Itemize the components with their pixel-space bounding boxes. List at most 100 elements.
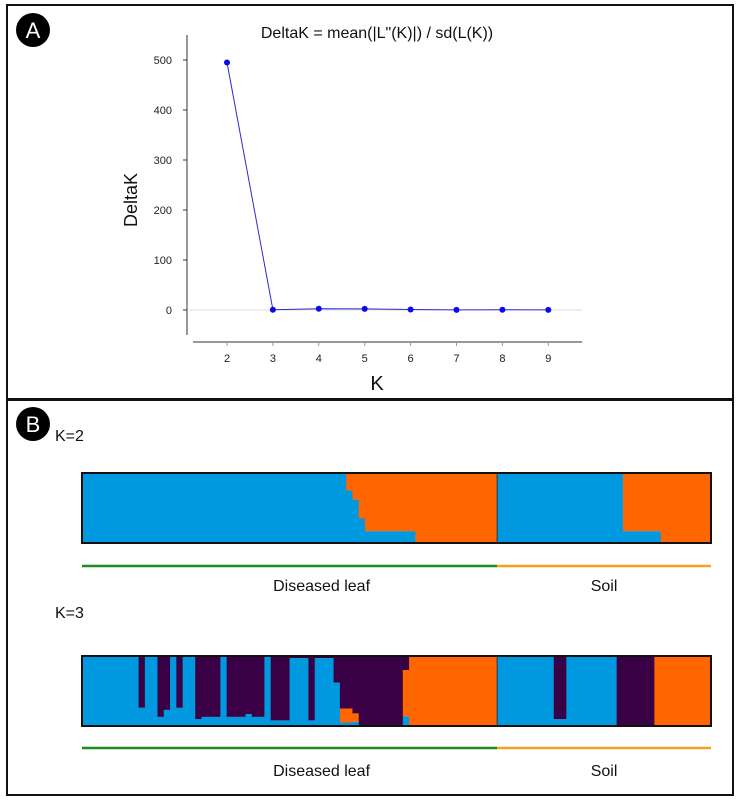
membership-bar-purple — [358, 656, 404, 726]
group-label: Diseased leaf — [273, 578, 371, 595]
group-label: Diseased leaf — [273, 763, 371, 780]
membership-bar-purple — [270, 656, 290, 721]
panel-a-badge — [16, 13, 50, 47]
panel-b-badge — [16, 407, 50, 441]
x-tick-label: 8 — [499, 353, 505, 365]
x-tick-label: 4 — [316, 353, 322, 365]
membership-bar-blue — [566, 656, 618, 726]
membership-bar-blue — [226, 716, 246, 726]
membership-bar-blue — [270, 720, 290, 726]
membership-bar-blue — [339, 722, 353, 726]
membership-bar-blue — [497, 473, 624, 543]
membership-bar-purple — [201, 656, 221, 717]
membership-bar-purple — [157, 656, 165, 717]
x-tick-label: 5 — [362, 353, 368, 365]
x-axis-label: K — [370, 373, 384, 395]
y-tick-label: 400 — [154, 105, 172, 117]
membership-bar-orange — [339, 708, 353, 723]
deltak-point — [545, 306, 552, 313]
membership-bar-blue — [201, 716, 221, 726]
y-tick-label: 500 — [154, 55, 172, 67]
membership-bar-orange — [660, 473, 712, 543]
membership-bar-blue — [82, 656, 140, 726]
x-tick-label: 2 — [224, 353, 230, 365]
membership-bar-purple — [333, 656, 341, 683]
membership-bar-blue — [182, 656, 196, 726]
membership-bar-blue — [144, 656, 158, 726]
structure-plot-frame — [81, 472, 712, 544]
membership-bar-purple — [314, 656, 334, 659]
deltak-point — [361, 305, 368, 312]
membership-bar-orange — [358, 473, 366, 519]
membership-bar-blue — [251, 716, 265, 726]
group-label: Soil — [591, 763, 618, 780]
membership-bar-purple — [226, 656, 246, 717]
x-tick-label: 7 — [453, 353, 459, 365]
membership-bar-blue — [333, 682, 341, 726]
membership-bar-blue — [553, 719, 567, 726]
membership-bar-blue — [352, 499, 360, 543]
membership-bar-purple — [308, 656, 316, 721]
deltak-series-line — [226, 62, 549, 311]
x-tick-label: 9 — [545, 353, 551, 365]
panel-b-frame — [6, 399, 734, 796]
chart-title: DeltaK = mean(|L"(K)|) / sd(L(K)) — [261, 25, 493, 42]
membership-bar-purple — [195, 656, 202, 719]
membership-bar-purple — [251, 656, 265, 717]
membership-bar-purple — [245, 656, 253, 715]
membership-bar-blue — [138, 707, 146, 726]
deltak-point — [453, 306, 460, 313]
membership-bar-purple — [352, 656, 360, 714]
membership-bar-purple — [402, 656, 410, 670]
y-tick-label: 0 — [166, 305, 172, 317]
membership-bar-blue — [82, 473, 347, 543]
group-label: Soil — [591, 578, 618, 595]
deltak-point — [269, 306, 276, 313]
y-tick-label: 300 — [154, 155, 172, 167]
deltak-point — [499, 306, 506, 313]
membership-bar-blue — [308, 720, 316, 726]
membership-bar-blue — [170, 656, 177, 726]
membership-bar-blue — [365, 531, 416, 543]
membership-bar-orange — [352, 713, 360, 722]
membership-bar-blue — [195, 719, 202, 726]
deltak-point — [315, 305, 322, 312]
membership-bar-blue — [163, 709, 171, 726]
y-tick-label: 200 — [154, 205, 172, 217]
membership-bar-orange — [654, 656, 712, 726]
membership-bar-blue — [314, 658, 334, 726]
membership-bar-blue — [157, 716, 165, 726]
membership-bar-orange — [402, 670, 410, 717]
structure-plot-frame — [81, 655, 712, 727]
membership-bar-blue — [358, 518, 366, 543]
k3-label: K=3 — [55, 605, 84, 622]
membership-bar-purple — [339, 656, 353, 709]
membership-bar-purple — [163, 656, 171, 710]
membership-bar-blue — [176, 707, 184, 726]
membership-bar-blue — [220, 656, 228, 726]
membership-bar-orange — [409, 656, 498, 726]
membership-bar-purple — [176, 656, 184, 708]
membership-bar-blue — [264, 656, 272, 726]
membership-bar-blue — [289, 658, 309, 726]
membership-bar-blue — [622, 531, 662, 543]
deltak-point — [224, 59, 230, 66]
y-axis-label: DeltaK — [121, 173, 141, 227]
membership-bar-orange — [352, 473, 360, 500]
membership-bar-orange — [415, 473, 498, 543]
panel-a-frame — [6, 4, 734, 400]
membership-bar-purple — [138, 656, 146, 708]
y-tick-label: 100 — [154, 255, 172, 267]
deltak-point — [407, 306, 414, 313]
membership-bar-blue — [497, 656, 555, 726]
membership-bar-blue — [402, 716, 410, 726]
membership-bar-orange — [622, 473, 662, 532]
panel-b-label: B — [26, 412, 41, 437]
membership-bar-orange — [346, 473, 353, 491]
x-tick-label: 6 — [408, 353, 414, 365]
membership-bar-purple — [553, 656, 567, 719]
membership-bar-blue — [346, 490, 353, 543]
membership-bar-purple — [289, 656, 309, 659]
membership-bar-blue — [352, 721, 360, 726]
